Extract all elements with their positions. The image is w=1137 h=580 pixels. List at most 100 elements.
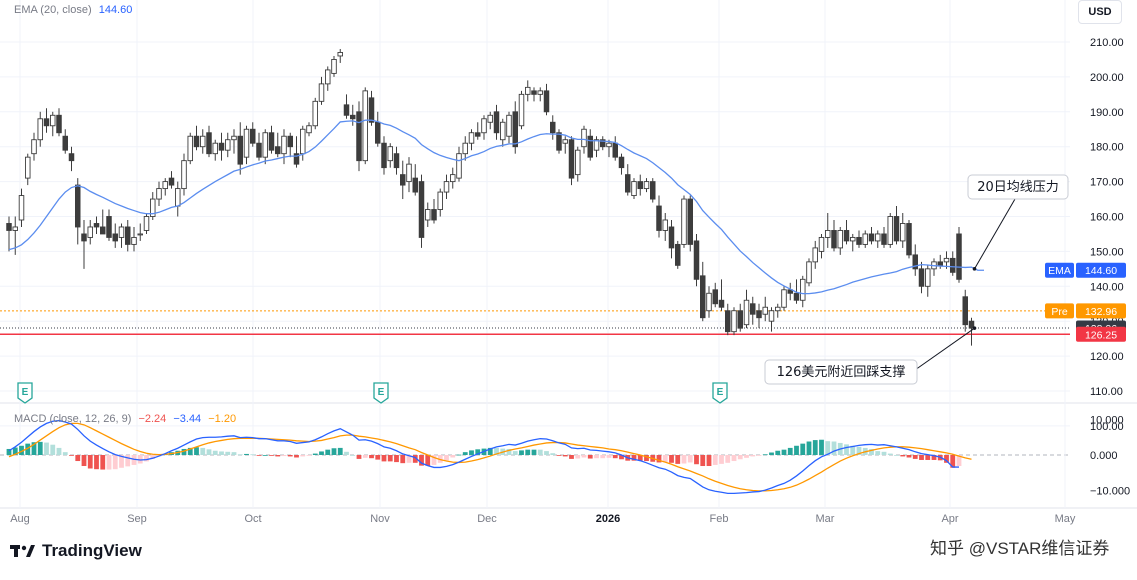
histogram-bar	[894, 455, 899, 456]
histogram-bar	[369, 455, 374, 459]
histogram-bar	[419, 455, 424, 466]
candle-down	[124, 226, 131, 245]
candle-down	[556, 132, 562, 151]
candle-down	[950, 257, 956, 273]
histogram-bar	[900, 455, 906, 457]
candle-up	[387, 146, 394, 162]
candle-down	[368, 97, 375, 123]
histogram-bar	[244, 453, 249, 455]
tradingview-logo[interactable]: TradingView	[10, 541, 142, 561]
candle-up	[362, 90, 369, 162]
candle-up	[806, 261, 812, 284]
candle-up	[537, 90, 544, 95]
histogram-bar	[469, 450, 474, 455]
candle-down	[218, 142, 225, 151]
candle-down	[856, 236, 862, 245]
ema-legend[interactable]: EMA (20, close) 144.60	[14, 4, 132, 16]
histogram-bar	[750, 455, 756, 457]
candle-down	[431, 209, 437, 221]
earnings-marker[interactable]: E	[712, 382, 728, 404]
time-tick-label: 2026	[596, 513, 620, 525]
price-label-badge	[1076, 262, 1126, 278]
histogram-bar	[425, 455, 431, 466]
histogram-bar	[437, 455, 443, 463]
time-tick-label: Sep	[127, 513, 147, 525]
histogram-bar	[344, 451, 349, 455]
histogram-bar	[875, 451, 881, 455]
watermark: 知乎 @VSTAR维信证券	[930, 539, 1110, 558]
histogram-bar	[675, 455, 681, 464]
candle-down	[937, 261, 944, 266]
candle-up	[506, 114, 512, 137]
candle-up	[243, 128, 250, 158]
histogram-bar	[212, 450, 218, 455]
candle-up	[631, 181, 637, 197]
candle-up	[850, 236, 856, 242]
macd-legend[interactable]: MACD (close, 12, 26, 9) −2.24 −3.44 −1.2…	[14, 413, 236, 425]
candle-up	[406, 163, 412, 183]
histogram-bar	[100, 455, 106, 470]
histogram-bar	[569, 455, 574, 459]
candle-up	[812, 247, 819, 263]
candle-up	[224, 139, 231, 151]
candle-up	[606, 142, 612, 148]
candle-up	[581, 128, 587, 148]
histogram-bar	[6, 448, 12, 455]
candle-down	[756, 310, 762, 319]
candle-up	[443, 181, 450, 193]
candle-down	[587, 135, 594, 158]
histogram-bar	[119, 455, 124, 468]
histogram-bar	[656, 455, 662, 463]
currency-button[interactable]: USD	[1078, 0, 1122, 24]
histogram-bar	[931, 455, 937, 460]
annotations: 20日均线压力 126美元附近回踩支撑	[764, 174, 1069, 385]
candle-up	[525, 86, 531, 95]
candle-up	[450, 174, 456, 183]
histogram-bar	[806, 441, 812, 455]
candle-up	[462, 142, 469, 155]
earnings-marker[interactable]: E	[373, 382, 389, 404]
histogram-bar	[19, 445, 24, 455]
candle-down	[287, 135, 294, 148]
candle-up	[187, 135, 193, 162]
price-tick-label: 140.00	[1090, 281, 1124, 293]
macd-legend-macd: −3.44	[173, 413, 202, 425]
candle-up	[500, 121, 506, 141]
histogram-bar	[769, 452, 774, 455]
earnings-marker[interactable]: E	[17, 382, 33, 404]
annotation-arrow-head	[972, 326, 977, 330]
histogram-bar	[512, 451, 518, 455]
candle-down	[725, 310, 731, 333]
candle-up	[837, 230, 844, 249]
histogram-bar	[869, 448, 874, 455]
tradingview-icon	[10, 545, 35, 557]
candle-up	[768, 310, 775, 322]
macd-series-line	[8, 419, 959, 494]
candle-up	[562, 139, 569, 144]
candlesticks[interactable]	[6, 48, 975, 346]
price-axis: 210.00 200.00 190.00 180.00 170.00 160.00 150.…	[1090, 37, 1124, 433]
histogram-bar	[12, 447, 18, 455]
candle-up	[156, 188, 162, 200]
histogram-bar	[912, 455, 918, 459]
candle-up	[481, 118, 487, 134]
price-label-tag	[1045, 303, 1074, 319]
candle-up	[818, 236, 825, 252]
candle-down	[612, 142, 619, 158]
histogram-bar	[256, 455, 262, 456]
candle-down	[568, 139, 575, 179]
macd-histogram	[6, 439, 962, 470]
candle-up	[775, 306, 781, 312]
candle-up	[131, 236, 137, 245]
candle-up	[743, 299, 750, 326]
time-tick-label: Mar	[816, 513, 835, 525]
annotation-arrow	[914, 327, 975, 371]
annotation-text: 20日均线压力	[977, 180, 1059, 195]
histogram-bar	[300, 455, 306, 457]
candle-up	[318, 83, 325, 102]
earnings-marker-shape	[373, 382, 389, 404]
candle-up	[231, 135, 237, 141]
histogram-bar	[887, 453, 893, 455]
